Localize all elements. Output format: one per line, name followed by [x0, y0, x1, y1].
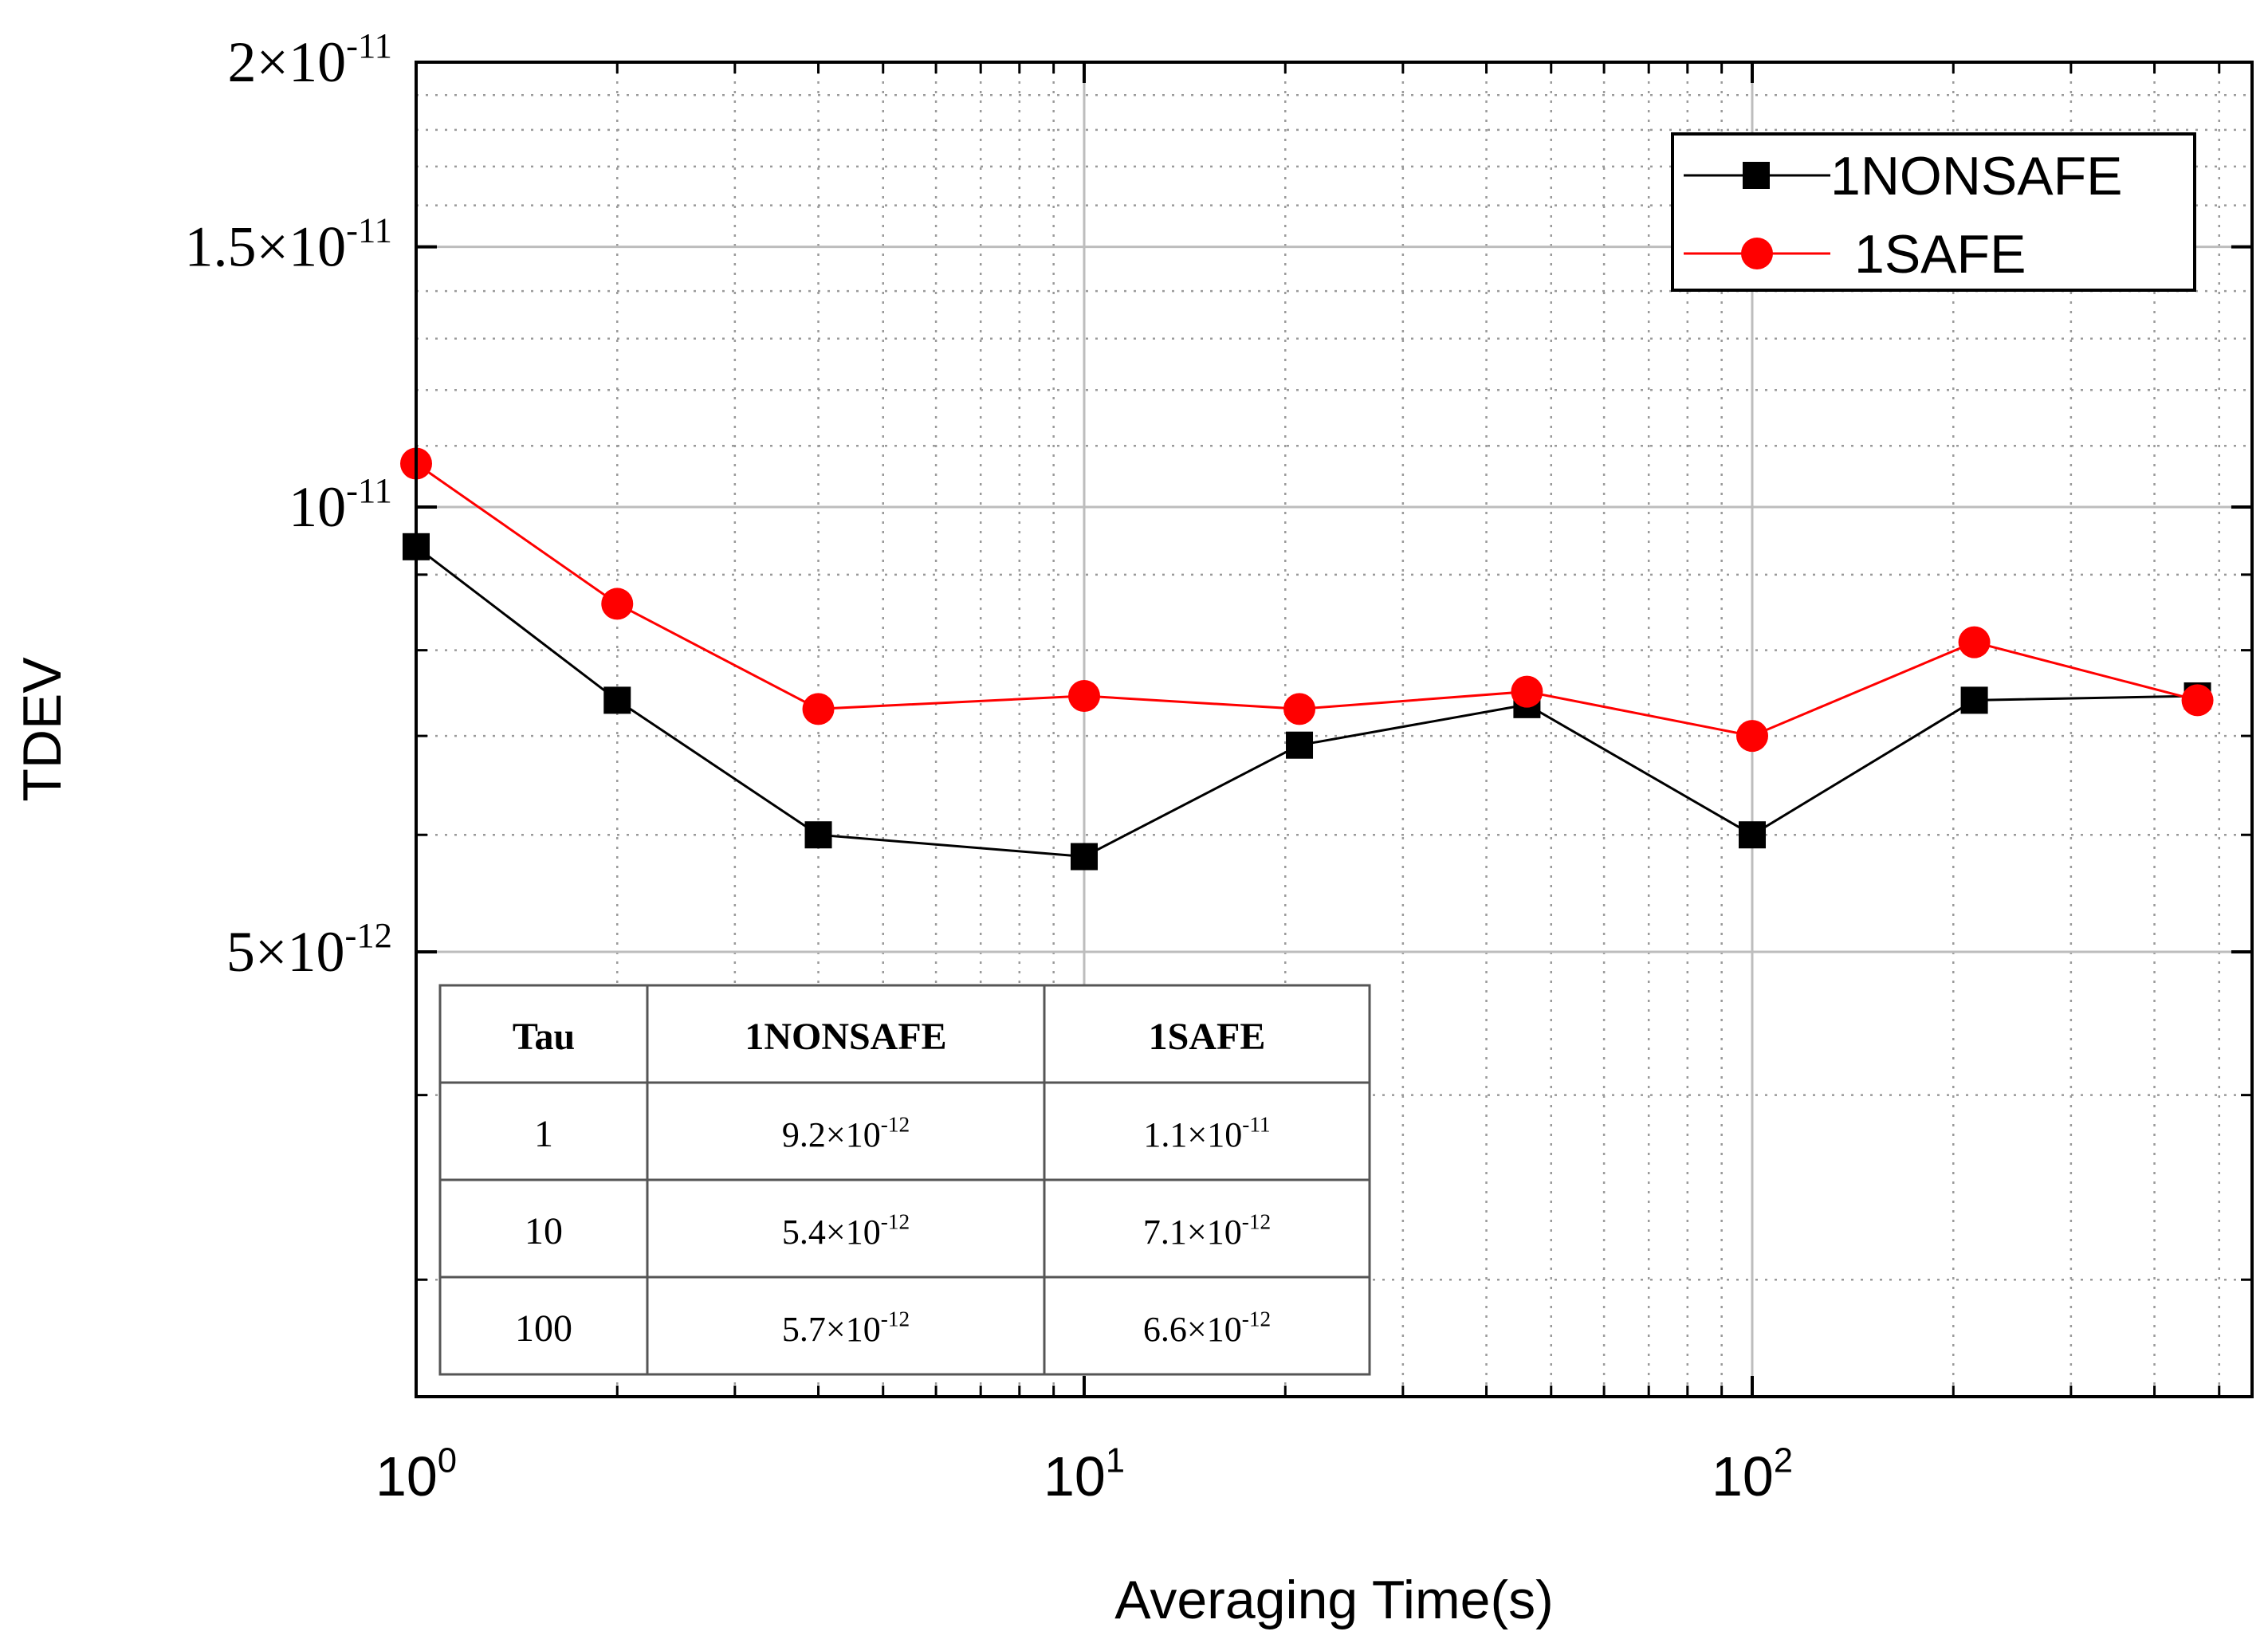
data-point-1SAFE — [601, 588, 634, 620]
table-cell-value-base: 10 — [846, 1115, 881, 1154]
table-cell-value-base: 10 — [1207, 1213, 1242, 1252]
table-cell-value-mantissa: 7.1× — [1143, 1213, 1207, 1252]
y-tick-label-2: 10-11 — [289, 470, 392, 539]
y-tick-label-1-exponent: -11 — [346, 210, 392, 250]
x-tick-label-2-base: 10 — [1712, 1445, 1774, 1508]
y-tick-label-3-mantissa: 5× — [226, 920, 288, 984]
y-tick-label-0: 2×10-11 — [228, 26, 392, 94]
table-cell-value-mantissa: 5.4× — [782, 1213, 846, 1252]
table-cell-value-exponent: -12 — [1242, 1307, 1271, 1331]
legend-label-1NONSAFE: 1NONSAFE — [1830, 146, 2123, 206]
table-cell-value-exponent: -12 — [881, 1307, 910, 1331]
data-point-1SAFE — [802, 693, 835, 725]
data-point-1SAFE — [1736, 720, 1769, 753]
data-point-1SAFE — [1511, 675, 1543, 708]
x-tick-label-2: 102 — [1712, 1442, 1793, 1508]
x-tick-label-0: 100 — [375, 1442, 457, 1508]
table-cell-value-exponent: -12 — [881, 1210, 910, 1234]
y-tick-label-2-base: 10 — [289, 475, 346, 539]
table-header-cell: Tau — [513, 1016, 575, 1058]
legend-marker-1SAFE — [1741, 238, 1773, 269]
table-cell-value: 5.4×10-12 — [782, 1210, 910, 1252]
table-cell-value-mantissa: 5.7× — [782, 1310, 846, 1349]
data-point-1SAFE — [2181, 684, 2214, 717]
y-tick-label-2-exponent: -11 — [346, 470, 392, 510]
y-tick-label-1-mantissa: 1.5× — [185, 215, 289, 279]
table-cell-value-base: 10 — [846, 1310, 881, 1349]
table-cell-value-exponent: -12 — [881, 1113, 910, 1137]
table-cell-value-base: 10 — [1207, 1310, 1242, 1349]
data-point-1NONSAFE — [1286, 731, 1314, 759]
data-point-1SAFE — [1068, 679, 1101, 712]
table-cell-value-exponent: -12 — [1242, 1210, 1271, 1234]
y-axis-label: TDEV — [12, 657, 73, 802]
table-cell-value-mantissa: 1.1× — [1143, 1115, 1207, 1154]
legend-box — [1671, 132, 2196, 292]
table-cell-value: 7.1×10-12 — [1143, 1210, 1271, 1252]
table-header-cell: 1NONSAFE — [745, 1016, 946, 1058]
table-cell-value: 6.6×10-12 — [1143, 1307, 1271, 1349]
series-layer — [400, 447, 2214, 871]
data-point-1SAFE — [1958, 626, 1991, 658]
table-cell: 1 — [534, 1113, 553, 1155]
data-point-1NONSAFE — [1071, 843, 1099, 871]
table-cell-value-exponent: -11 — [1242, 1113, 1270, 1137]
x-tick-label-1-base: 10 — [1044, 1445, 1106, 1508]
table-cell-value-base: 10 — [1207, 1115, 1242, 1154]
x-tick-label-0-exponent: 0 — [438, 1442, 457, 1480]
table-cell-value-mantissa: 6.6× — [1143, 1310, 1207, 1349]
table-header-cell: 1SAFE — [1149, 1016, 1266, 1058]
data-point-1NONSAFE — [603, 686, 631, 714]
table-cell-value: 1.1×10-11 — [1143, 1113, 1270, 1154]
y-tick-label-3: 5×10-12 — [226, 915, 392, 984]
x-tick-label-2-exponent: 2 — [1774, 1442, 1793, 1480]
legend-label-1SAFE: 1SAFE — [1854, 224, 2026, 285]
plot-frame — [415, 61, 2254, 1398]
legend: 1NONSAFE 1SAFE — [1671, 132, 2196, 292]
table-cell-value-base: 10 — [846, 1213, 881, 1252]
legend-marker-1NONSAFE — [1743, 162, 1770, 189]
data-point-1NONSAFE — [1739, 821, 1767, 849]
data-point-1SAFE — [1283, 693, 1316, 725]
y-tick-label-1: 1.5×10-11 — [185, 210, 392, 278]
y-tick-label-3-exponent: -12 — [345, 915, 393, 955]
table-cell: 100 — [515, 1307, 572, 1350]
x-tick-label-1-exponent: 1 — [1106, 1442, 1125, 1480]
data-point-1NONSAFE — [1960, 686, 1988, 714]
y-tick-label-0-mantissa: 2× — [228, 30, 289, 94]
y-tick-label-0-base: 10 — [289, 30, 346, 94]
table-cell: 10 — [525, 1210, 563, 1252]
table-cell-value-mantissa: 9.2× — [782, 1115, 846, 1154]
x-tick-label-1: 101 — [1044, 1442, 1125, 1508]
x-axis-label: Averaging Time(s) — [1114, 1570, 1554, 1630]
y-tick-label-3-base: 10 — [288, 920, 345, 984]
axis-labels: Averaging Time(s) TDEV — [12, 657, 1554, 1630]
y-tick-label-0-exponent: -11 — [346, 26, 392, 65]
table-cell-value: 5.7×10-12 — [782, 1307, 910, 1349]
x-tick-label-0-base: 10 — [375, 1445, 438, 1508]
data-point-1NONSAFE — [804, 821, 832, 849]
table-cell-value: 9.2×10-12 — [782, 1113, 910, 1154]
y-tick-label-1-base: 10 — [289, 215, 346, 279]
